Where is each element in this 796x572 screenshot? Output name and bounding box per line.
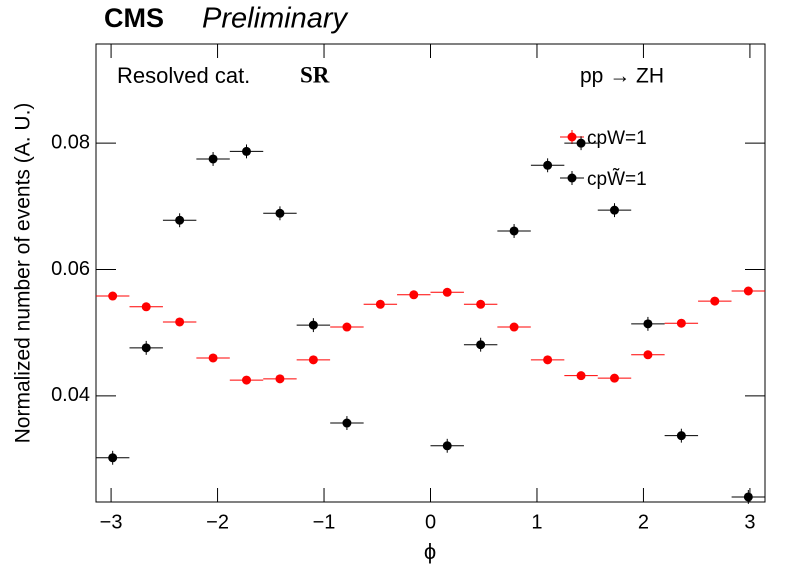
x-tick-label: −3	[100, 511, 123, 533]
data-point	[108, 291, 118, 301]
data-point	[208, 353, 218, 363]
data-point	[242, 146, 252, 156]
data-point	[543, 160, 553, 170]
data-point	[442, 287, 452, 297]
data-point	[208, 154, 218, 164]
annotation: pp → ZH	[580, 65, 664, 88]
data-point	[543, 355, 553, 365]
data-point	[643, 319, 653, 329]
legend-label: cpW̃=1	[587, 168, 647, 190]
plot-frame	[95, 43, 766, 503]
data-point	[442, 441, 452, 451]
data-point	[509, 322, 519, 332]
data-point	[509, 226, 519, 236]
x-tick-label: −2	[206, 511, 229, 533]
y-axis-label: Normalized number of events (A. U.)	[12, 103, 35, 444]
data-point	[743, 492, 753, 502]
y-tick-label: 0.04	[51, 384, 90, 406]
data-point	[342, 322, 352, 332]
data-point	[141, 343, 151, 353]
data-point	[275, 374, 285, 384]
x-tick-label: 1	[531, 511, 542, 533]
data-point	[175, 215, 185, 225]
data-point	[308, 355, 318, 365]
subtitle: Preliminary	[202, 3, 349, 35]
annotation: Resolved cat.	[117, 63, 250, 88]
data-point	[710, 296, 720, 306]
data-point	[275, 208, 285, 218]
data-point	[476, 340, 486, 350]
data-point	[609, 373, 619, 383]
data-point	[175, 317, 185, 327]
data-point	[476, 299, 486, 309]
legend-marker	[567, 132, 577, 142]
y-tick-label: 0.06	[51, 258, 90, 280]
data-point	[609, 205, 619, 215]
data-point	[375, 299, 385, 309]
data-point	[676, 431, 686, 441]
data-point	[108, 453, 118, 463]
data-point	[643, 350, 653, 360]
data-point	[342, 418, 352, 428]
data-point	[242, 375, 252, 385]
x-tick-label: −1	[313, 511, 336, 533]
data-point	[576, 138, 586, 148]
legend-label: cpW=1	[587, 128, 647, 149]
legend-marker	[567, 173, 577, 183]
data-point	[676, 318, 686, 328]
data-point	[141, 302, 151, 312]
data-point	[743, 286, 753, 296]
y-tick-label: 0.08	[51, 131, 90, 153]
x-tick-label: 2	[638, 511, 649, 533]
annotation: SR	[300, 62, 330, 87]
data-point	[576, 371, 586, 381]
x-axis-label: ϕ	[424, 539, 436, 564]
title: CMS	[104, 3, 164, 33]
data-point	[409, 290, 419, 300]
data-point	[308, 320, 318, 330]
x-tick-label: 3	[744, 511, 755, 533]
x-tick-label: 0	[425, 511, 436, 533]
